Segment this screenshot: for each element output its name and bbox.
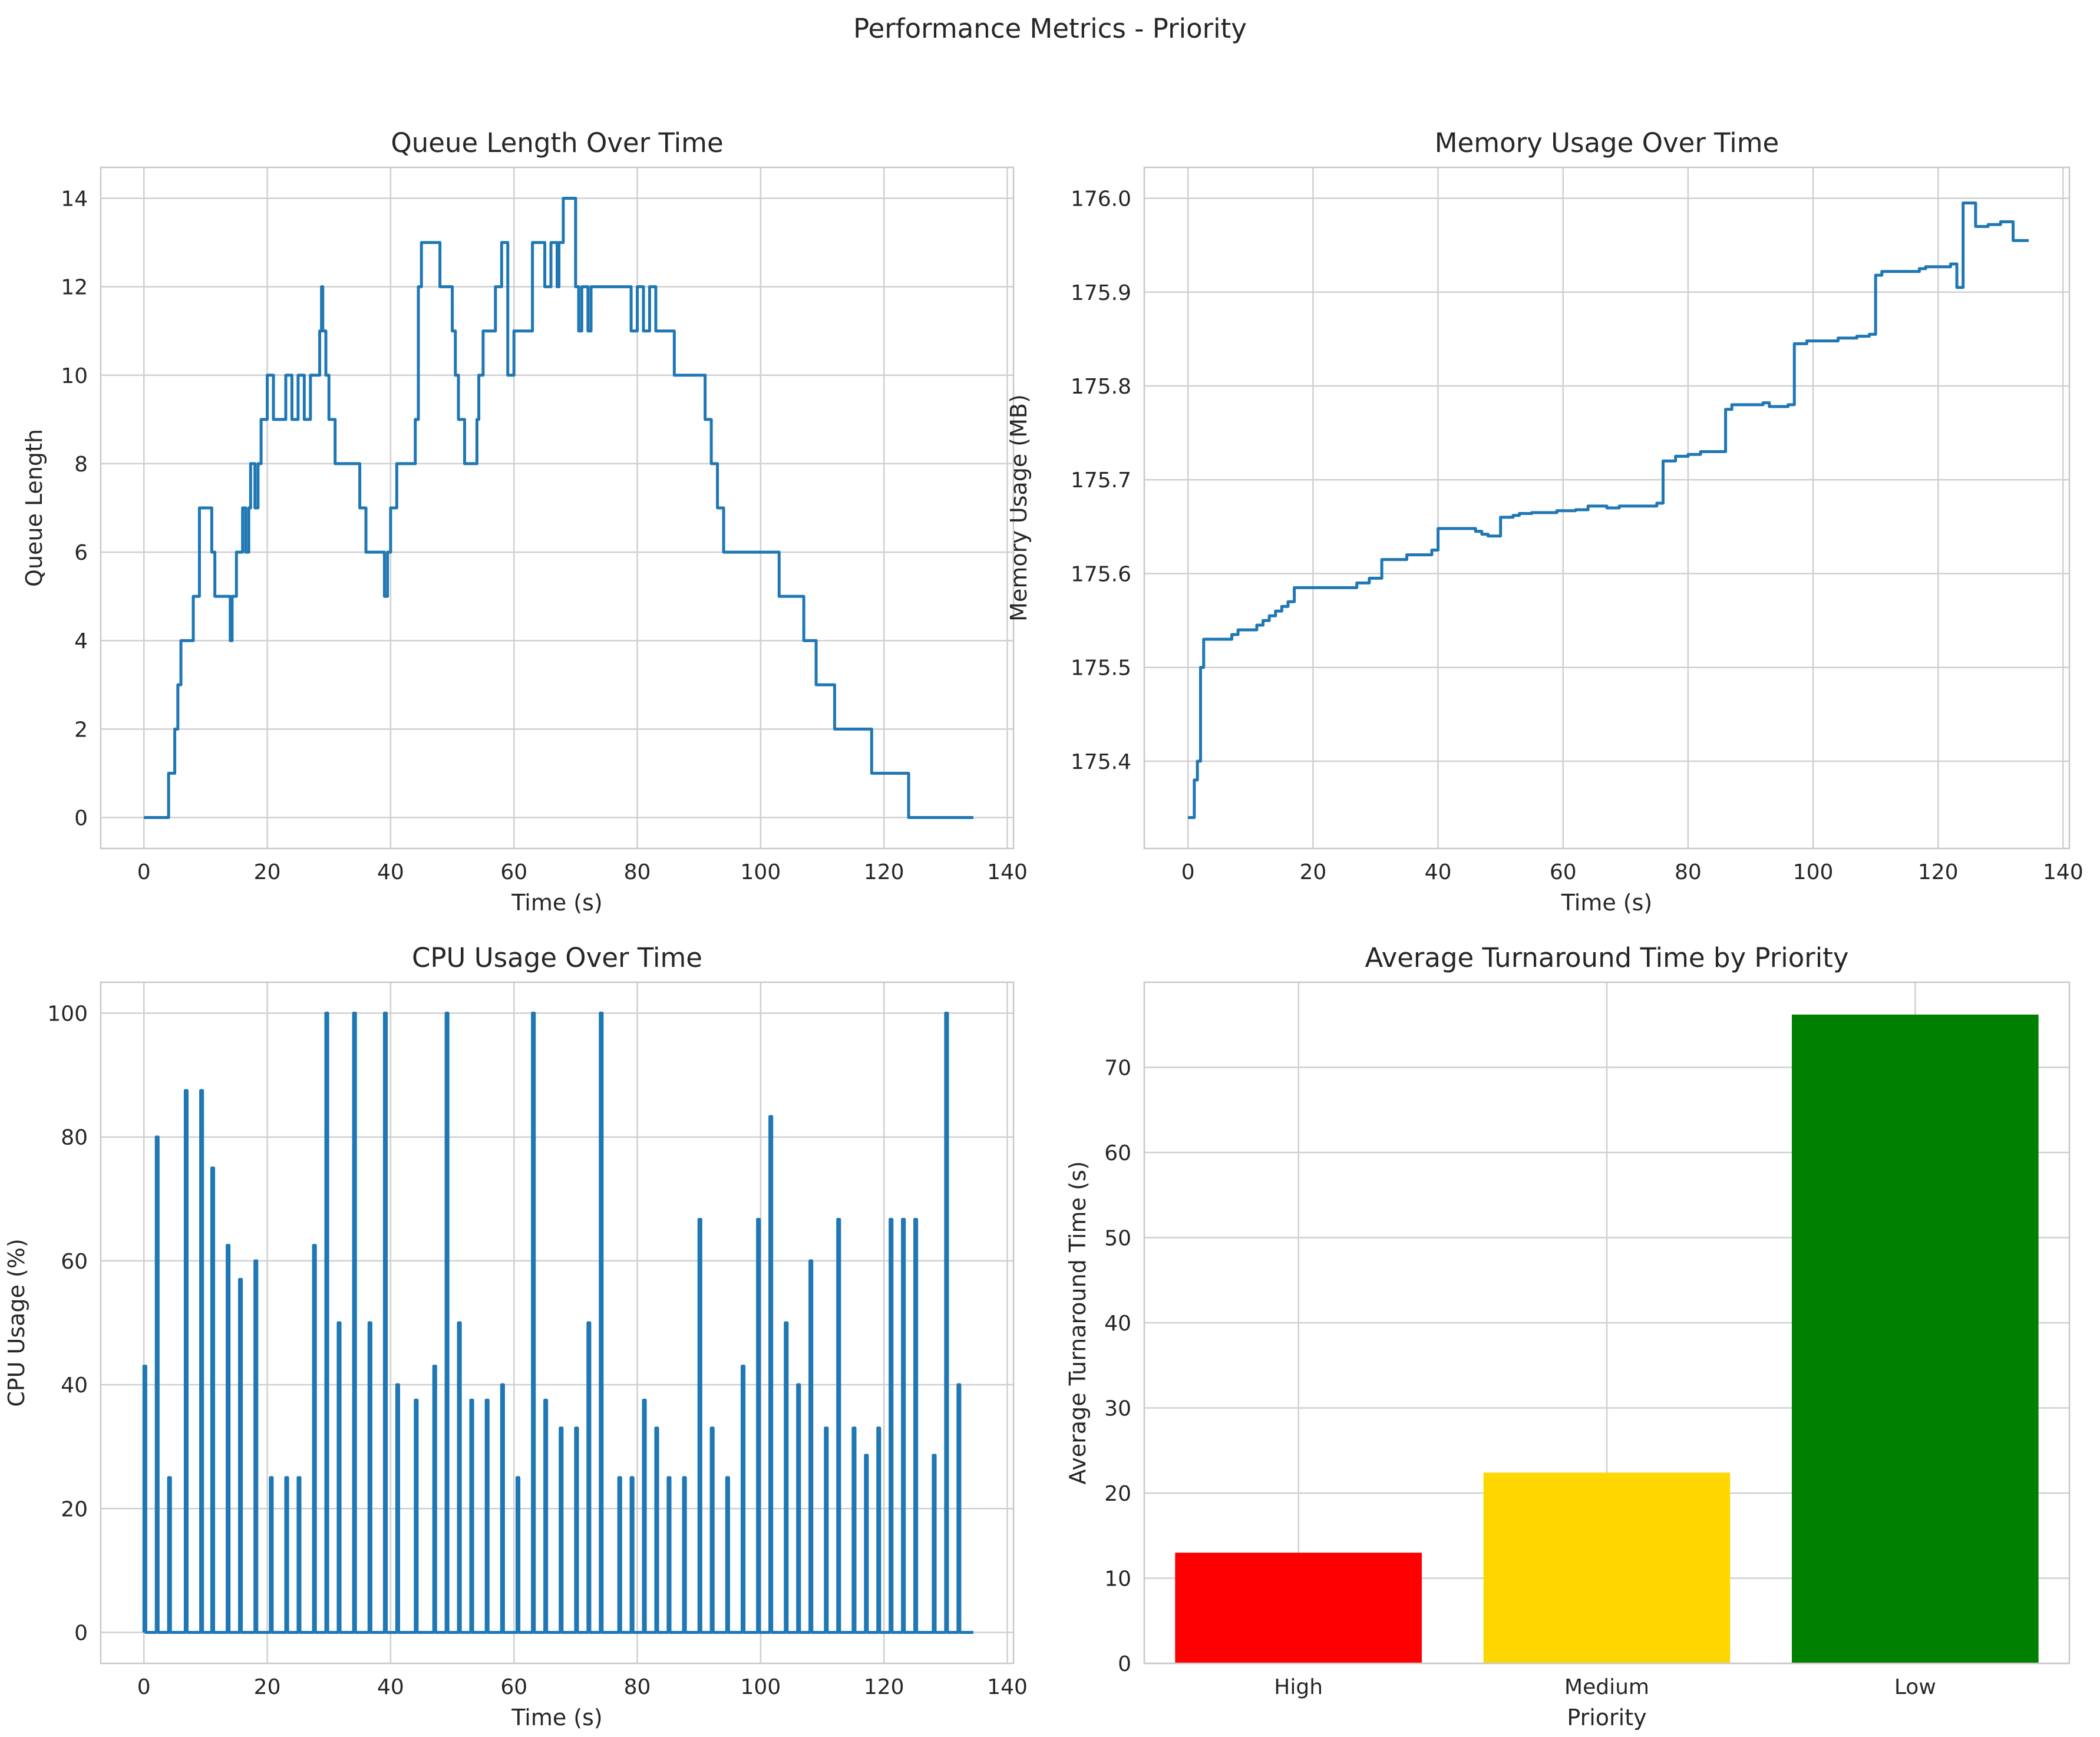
y-tick-label: 175.8 [1071, 375, 1131, 399]
y-tick-label: 20 [61, 1497, 88, 1521]
y-tick-label: 8 [74, 453, 88, 477]
y-tick-label: 14 [61, 187, 88, 212]
y-tick-label: 12 [61, 276, 88, 300]
y-tick-label: 0 [74, 806, 88, 830]
y-tick-label: 80 [61, 1126, 88, 1150]
figure-title: Performance Metrics - Priority [853, 13, 1247, 44]
x-tick-label: 80 [624, 1675, 651, 1699]
panel-memory: 0 20 40 60 80 100 120 140 175.4 175.5 175.6 175.7 17… [1006, 127, 2084, 916]
queue-series-line [144, 197, 973, 819]
y-tick-label: 30 [1104, 1397, 1131, 1421]
panel-title: CPU Usage Over Time [412, 942, 702, 973]
bar-medium [1483, 1472, 1731, 1663]
x-tick-label: 0 [137, 1675, 151, 1699]
y-tick-label: 50 [1104, 1227, 1131, 1251]
y-tick-label: 175.6 [1071, 562, 1131, 586]
y-tick-label: 70 [1104, 1056, 1131, 1081]
x-tick-label: 80 [1675, 860, 1702, 884]
y-axis-label: Queue Length [21, 429, 47, 587]
x-tick-label: 0 [1181, 860, 1195, 884]
memory-series-line [1188, 202, 2029, 819]
x-tick-label: 20 [254, 860, 281, 884]
panel-cpu: 0 20 40 60 80 100 120 140 0 20 40 60 80 100 CPU Usage … [4, 942, 1028, 1731]
y-tick-label: 2 [74, 718, 88, 742]
x-tick-label: Low [1894, 1675, 1936, 1699]
x-tick-label: 60 [1550, 860, 1577, 884]
y-tick-label: 176.0 [1071, 187, 1131, 212]
x-tick-label: 0 [137, 860, 151, 884]
x-tick-label: 100 [741, 860, 781, 884]
y-tick-label: 60 [1104, 1141, 1131, 1165]
x-tick-label: 120 [864, 860, 904, 884]
x-tick-label: Medium [1564, 1675, 1649, 1699]
bar-low [1792, 1014, 2039, 1663]
panel-turnaround: High Medium Low 0 10 20 30 40 50 60 70 Average Turn… [1065, 942, 2071, 1731]
bar-high [1175, 1553, 1422, 1663]
y-tick-label: 10 [1104, 1567, 1131, 1591]
cpu-series-line [142, 1012, 973, 1634]
plot-frame [1143, 166, 2071, 850]
panel-title: Memory Usage Over Time [1435, 127, 1779, 158]
panel-title: Average Turnaround Time by Priority [1365, 942, 1848, 973]
y-tick-label: 60 [61, 1250, 88, 1274]
x-tick-label: 140 [987, 860, 1028, 884]
x-tick-label: High [1274, 1675, 1323, 1699]
plot-frame [100, 166, 1015, 850]
y-tick-label: 175.9 [1071, 281, 1131, 305]
panel-title: Queue Length Over Time [391, 127, 723, 158]
x-tick-label: 80 [624, 860, 651, 884]
x-tick-label: 20 [254, 1675, 281, 1699]
x-tick-label: 120 [864, 1675, 904, 1699]
x-tick-label: 100 [1793, 860, 1834, 884]
x-axis-label: Priority [1567, 1705, 1646, 1731]
x-tick-label: 20 [1300, 860, 1327, 884]
x-axis-label: Time (s) [511, 890, 603, 916]
x-axis-label: Time (s) [511, 1705, 603, 1731]
x-tick-label: 120 [1918, 860, 1959, 884]
y-tick-label: 0 [1118, 1652, 1131, 1676]
y-tick-label: 175.5 [1071, 656, 1131, 681]
y-axis-label: CPU Usage (%) [4, 1239, 29, 1407]
x-tick-label: 40 [1425, 860, 1452, 884]
y-tick-label: 40 [61, 1373, 88, 1398]
y-tick-label: 40 [1104, 1312, 1131, 1336]
y-tick-label: 175.4 [1071, 750, 1131, 774]
y-tick-label: 175.7 [1071, 468, 1131, 493]
x-axis-label: Time (s) [1561, 890, 1653, 916]
x-tick-label: 140 [2043, 860, 2084, 884]
x-tick-label: 40 [377, 860, 404, 884]
x-tick-label: 140 [987, 1675, 1028, 1699]
y-axis-label: Memory Usage (MB) [1006, 394, 1032, 622]
x-tick-label: 40 [377, 1675, 404, 1699]
x-tick-label: 60 [500, 860, 527, 884]
y-tick-label: 100 [47, 1002, 88, 1026]
plot-frame [100, 981, 1015, 1665]
y-axis-label: Average Turnaround Time (s) [1065, 1161, 1091, 1485]
panel-queue: 0 20 40 60 80 100 120 140 0 2 4 6 8 10 12 14 Queue Lengt… [21, 127, 1028, 916]
x-tick-label: 60 [500, 1675, 527, 1699]
y-tick-label: 6 [74, 541, 88, 565]
y-tick-label: 10 [61, 364, 88, 388]
plot-frame [1143, 981, 2071, 1665]
y-tick-label: 4 [74, 629, 88, 653]
y-tick-label: 20 [1104, 1482, 1131, 1506]
x-tick-label: 100 [741, 1675, 781, 1699]
y-tick-label: 0 [74, 1621, 88, 1645]
